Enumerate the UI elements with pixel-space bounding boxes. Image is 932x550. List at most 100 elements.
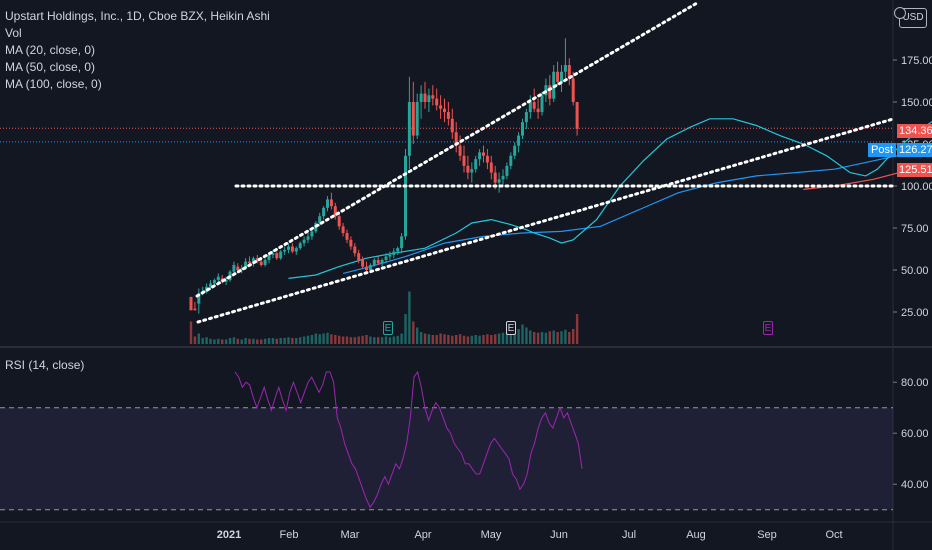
upper-channel-line [195, 1, 699, 298]
volume-bar [400, 333, 403, 344]
candle-body [567, 65, 571, 79]
price-tick-label: 175.00 [901, 55, 932, 67]
volume-bar [435, 335, 438, 344]
volume-bar [517, 329, 520, 344]
volume-bar [529, 330, 532, 344]
volume-bar [575, 314, 579, 344]
volume-bar [267, 338, 271, 344]
volume-bar [189, 321, 193, 344]
earnings-marker-mar[interactable]: E [383, 321, 393, 335]
candle-body [255, 258, 259, 262]
candle-body [353, 246, 357, 254]
candle-body [517, 135, 521, 146]
candle-body [310, 231, 314, 237]
volume-bar [509, 332, 512, 344]
time-tick-label: Feb [280, 529, 299, 541]
candle-body [462, 155, 466, 166]
time-tick-label: Oct [825, 529, 842, 541]
candle-body [209, 283, 212, 287]
legend-title: Upstart Holdings, Inc., 1D, Cboe BZX, He… [5, 9, 270, 23]
volume-bar [377, 337, 380, 344]
candle-body [267, 254, 271, 260]
candle-body [485, 155, 489, 163]
time-tick-label: Mar [341, 529, 360, 541]
volume-bar [505, 333, 509, 344]
rsi-tick-label: 60.00 [901, 428, 929, 440]
volume-bar [416, 327, 419, 344]
candle-body [407, 102, 411, 156]
legend-ma20: MA (20, close, 0) [5, 43, 96, 57]
volume-bar [299, 337, 302, 344]
candle-body [251, 258, 255, 264]
earnings-marker-sep[interactable]: E [763, 321, 773, 335]
candle-body [470, 169, 474, 173]
volume-bar [373, 337, 376, 344]
candle-body [189, 296, 193, 311]
volume-bar [552, 330, 555, 344]
candle-body [411, 102, 415, 136]
earnings-marker-may[interactable]: E [506, 321, 516, 335]
volume-bar [357, 336, 360, 344]
candle-body [236, 266, 240, 270]
volume-bar [334, 335, 337, 344]
candle-body [294, 248, 298, 252]
volume-bar [431, 335, 434, 344]
last-price-tag: 134.36 [897, 124, 932, 138]
volume-bar [279, 338, 282, 344]
volume-bar [197, 333, 200, 344]
legend-ma50: MA (50, close, 0) [5, 60, 96, 74]
volume-bar [572, 329, 575, 344]
post-price-tag: 126.27 [897, 143, 932, 157]
volume-bar [560, 331, 563, 344]
volume-bar [486, 334, 489, 344]
candle-body [392, 251, 396, 255]
candle-body [232, 264, 236, 272]
candle-body [345, 233, 349, 240]
volume-bar [314, 333, 317, 344]
volume-bar [217, 338, 220, 344]
candle-body [224, 280, 228, 282]
candle-body [349, 239, 353, 247]
currency-button[interactable]: USD [894, 7, 927, 28]
volume-bar [271, 338, 275, 344]
lower-channel-line [196, 117, 895, 324]
candle-body [283, 249, 287, 252]
time-tick-label: Aug [686, 529, 706, 541]
candle-body [571, 78, 575, 102]
price-tick-label: 75.00 [901, 223, 929, 235]
volume-bar [287, 337, 290, 344]
candle-body [404, 155, 407, 237]
candle-body [435, 98, 439, 106]
candle-body [193, 308, 197, 311]
volume-bar [310, 335, 314, 344]
rsi-legend: RSI (14, close) [5, 358, 85, 372]
volume-bar [427, 334, 431, 344]
candle-body [575, 102, 579, 129]
volume-bar [388, 337, 392, 344]
candle-body [380, 259, 384, 264]
volume-bar [326, 332, 329, 344]
ma50-line [342, 148, 932, 274]
candle-body [528, 102, 532, 113]
volume-bar [256, 339, 259, 344]
volume-bar [318, 334, 321, 344]
candle-body [263, 259, 267, 265]
volume-bar [396, 335, 399, 344]
volume-bar [349, 337, 353, 344]
volume-bar [548, 331, 551, 344]
volume-bar [462, 335, 466, 344]
candle-body [341, 226, 345, 234]
price-tick-label: 100.00 [901, 181, 932, 193]
time-tick-label: May [481, 529, 502, 541]
volume-bar [455, 335, 458, 344]
volume-bar [490, 335, 493, 344]
volume-bar [330, 334, 333, 344]
rsi-line [234, 370, 583, 509]
candle-body [333, 206, 337, 217]
volume-bar [513, 330, 516, 344]
volume-bar [228, 338, 232, 344]
volume-bar [521, 324, 524, 344]
volume-bar [260, 339, 263, 344]
candle-body [329, 199, 333, 207]
